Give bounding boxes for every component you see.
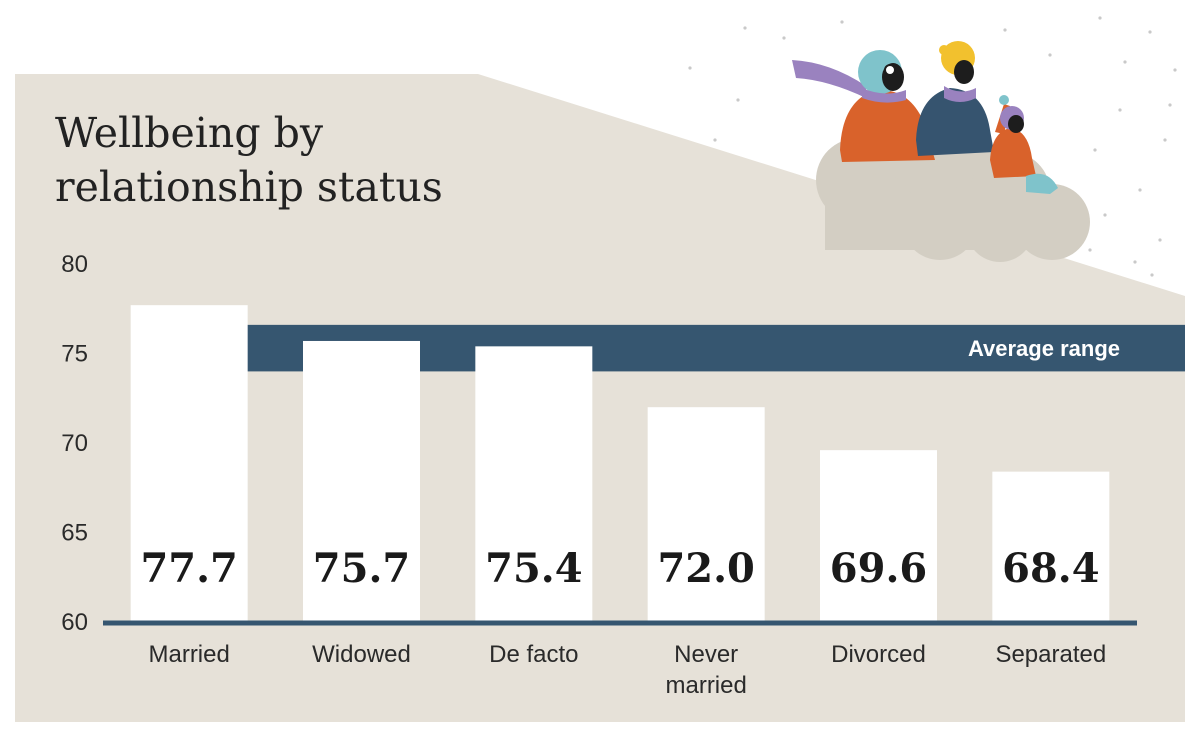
person-navy-coat-icon — [916, 41, 994, 156]
snow-dot-icon — [1003, 28, 1007, 32]
bar — [475, 346, 593, 622]
category-label: Separated — [995, 641, 1106, 668]
bar — [820, 450, 937, 622]
snow-dot-icon — [1098, 16, 1102, 20]
bar-value-label: 69.6 — [830, 545, 927, 592]
bar — [130, 305, 248, 622]
y-tick-label: 65 — [61, 520, 88, 547]
chart-title-line-1: Wellbeing by — [55, 109, 324, 157]
bar — [647, 407, 765, 622]
average-range-label: Average range — [968, 336, 1120, 361]
bar-value-label: 75.4 — [485, 545, 582, 592]
snow-dot-icon — [1168, 103, 1172, 107]
category-label: Divorced — [831, 641, 926, 668]
snow-dot-icon — [1148, 30, 1152, 34]
snow-dot-icon — [1118, 108, 1122, 112]
snow-dot-icon — [1163, 138, 1167, 142]
bar — [992, 471, 1110, 622]
category-label: Married — [148, 641, 229, 668]
bar-value-label: 77.7 — [140, 545, 237, 592]
chart-title: Wellbeing by relationship status — [55, 106, 443, 214]
snow-dot-icon — [1173, 68, 1177, 72]
snow-dot-icon — [1150, 273, 1154, 277]
snow-dot-icon — [1123, 60, 1127, 64]
snow-dot-icon — [1093, 148, 1097, 152]
y-tick-label: 60 — [61, 609, 88, 636]
y-tick-label: 75 — [61, 341, 88, 368]
bar-value-label: 68.4 — [1002, 545, 1099, 592]
bar — [303, 340, 420, 622]
snow-dot-icon — [1048, 53, 1052, 57]
snow-dot-icon — [782, 36, 786, 40]
chart-title-line-2: relationship status — [55, 163, 443, 211]
snow-dot-icon — [736, 98, 740, 102]
y-tick-label: 80 — [61, 251, 88, 278]
category-label: Never married — [665, 641, 746, 699]
snow-dot-icon — [1138, 188, 1142, 192]
person-orange-coat-icon — [792, 50, 935, 162]
snow-dot-icon — [688, 66, 692, 70]
sledding-illustration — [688, 16, 1177, 277]
y-tick-label: 70 — [61, 430, 88, 457]
category-label: De facto — [489, 641, 578, 668]
snow-dot-icon — [840, 20, 844, 24]
snow-dot-icon — [1103, 213, 1107, 217]
snow-dot-icon — [1133, 260, 1137, 264]
snow-dot-icon — [713, 138, 717, 142]
bar-value-label: 72.0 — [657, 545, 754, 592]
category-label: Widowed — [312, 641, 411, 668]
bar-value-label: 75.7 — [313, 545, 410, 592]
snow-dot-icon — [743, 26, 747, 30]
snow-dot-icon — [1158, 238, 1162, 242]
child-icon — [990, 95, 1058, 194]
snow-dot-icon — [1088, 248, 1092, 252]
